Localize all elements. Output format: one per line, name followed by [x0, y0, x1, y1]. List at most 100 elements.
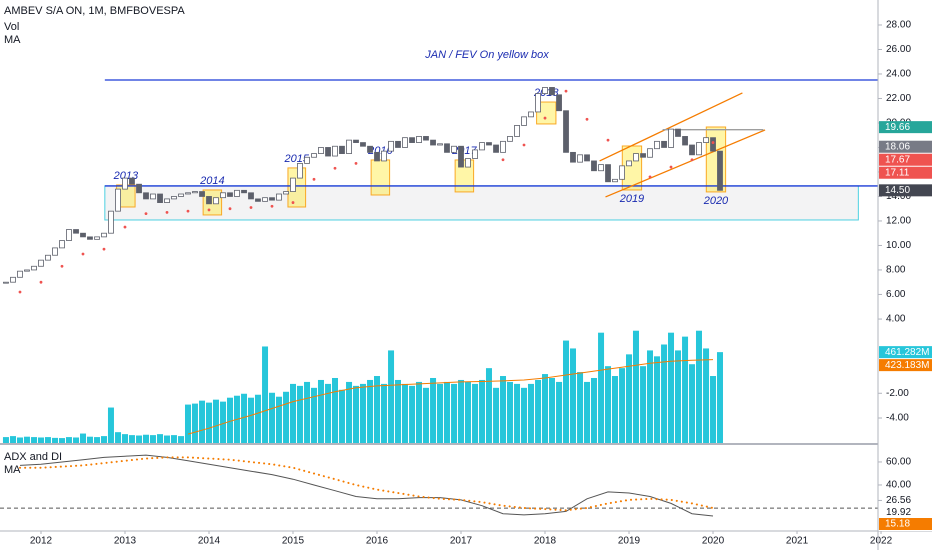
time-axis-labels: 2012 2013 2014 2015 2016 2017 2018 2019 2020 2021…	[30, 531, 893, 547]
volume-bar	[598, 332, 605, 443]
candle	[409, 137, 415, 143]
volume-bar	[136, 435, 143, 443]
volume-bar	[710, 376, 717, 443]
candle	[290, 177, 296, 192]
candle	[248, 192, 254, 200]
price-tag-label: 17.11	[885, 167, 910, 178]
volume-bar	[142, 434, 149, 443]
candle	[668, 128, 674, 148]
candle	[556, 94, 562, 112]
candle	[59, 240, 65, 249]
volume-bar	[359, 383, 366, 443]
volume-ma-line	[187, 359, 714, 435]
candle	[185, 192, 191, 195]
highlight-box	[454, 159, 475, 193]
adx-legend: ADX and DI	[4, 451, 62, 463]
x-tick-label: 2021	[786, 536, 809, 547]
volume-bar	[401, 383, 408, 443]
candle	[38, 259, 44, 267]
volume-bar	[163, 435, 170, 443]
price-tag	[879, 140, 932, 153]
candle	[45, 254, 51, 261]
price-tag-label: 19.66	[885, 122, 910, 133]
candle	[472, 149, 478, 159]
sar-dot	[354, 161, 358, 165]
volume-bar	[458, 379, 465, 443]
volume-bar	[37, 437, 44, 443]
support-zone	[104, 185, 859, 221]
volume-bar	[79, 433, 86, 443]
volume-bar	[443, 381, 450, 443]
candle	[416, 136, 422, 143]
volume-bar	[647, 350, 654, 443]
sar-dot	[144, 212, 148, 216]
x-tick-label: 2022	[870, 536, 893, 547]
candle	[339, 145, 345, 154]
sar-dot	[39, 280, 43, 284]
volume-bar	[500, 376, 507, 443]
volume-bar	[632, 330, 639, 443]
volume-bar	[128, 435, 135, 443]
candle	[3, 281, 9, 284]
sar-dot	[564, 89, 568, 93]
x-tick-label: 2017	[450, 536, 473, 547]
candle	[640, 153, 646, 158]
y-tick-label: 26.00	[886, 44, 911, 55]
price-tag	[879, 121, 932, 134]
candle	[437, 143, 443, 146]
x-tick-label: 2012	[30, 536, 53, 547]
sar-dot	[207, 208, 211, 212]
volume-bar	[584, 381, 591, 443]
adx-tag	[879, 518, 932, 530]
volume-bar	[556, 381, 563, 443]
candle	[332, 145, 338, 157]
highlight-box	[536, 101, 557, 125]
sar-dot	[606, 138, 610, 142]
y-tick-label: 12.00	[886, 216, 911, 227]
volume-bar	[422, 387, 429, 443]
volume-bar	[479, 379, 486, 443]
volume-bar	[380, 383, 387, 443]
sar-dot	[270, 204, 274, 208]
y-tick-label: 6.00	[886, 289, 906, 300]
candle	[535, 93, 541, 113]
volume-bar	[640, 366, 647, 443]
osc-tick-label: 4.00	[886, 314, 906, 325]
price-tag	[879, 166, 932, 179]
price-tag	[879, 359, 932, 372]
candle	[234, 189, 240, 197]
volume-bar	[241, 393, 248, 443]
y-tick-label: 14.00	[886, 191, 911, 202]
chart-title: AMBEV S/A ON, 1M, BMFBOVESPA	[4, 5, 185, 17]
candle	[360, 142, 366, 147]
volume-bar	[227, 397, 234, 443]
candle	[696, 142, 702, 156]
candle	[549, 87, 555, 96]
candle	[318, 147, 324, 154]
volume-bar	[485, 368, 492, 443]
x-tick-label: 2015	[282, 536, 305, 547]
candle	[73, 229, 79, 234]
price-tag-label: 461.282M	[885, 347, 929, 358]
volume-bar	[94, 437, 101, 443]
volume-bar	[290, 383, 297, 443]
volume-bar	[527, 383, 534, 443]
sar-dot	[501, 158, 505, 162]
candle	[388, 140, 394, 152]
volume-bar	[296, 385, 303, 443]
candle	[500, 140, 506, 153]
volume-bar	[73, 437, 80, 443]
candle	[430, 139, 436, 146]
volume-bar	[311, 387, 318, 443]
volume-bar	[248, 397, 255, 443]
volume-bar	[535, 379, 542, 443]
candle	[675, 128, 681, 137]
price-tag	[879, 184, 932, 197]
candle	[101, 232, 107, 238]
adx-line	[19, 454, 714, 517]
candle	[605, 164, 611, 183]
volume-bar	[2, 437, 9, 443]
adx-ma-legend: MA	[4, 464, 21, 476]
volume-bar	[472, 383, 479, 443]
